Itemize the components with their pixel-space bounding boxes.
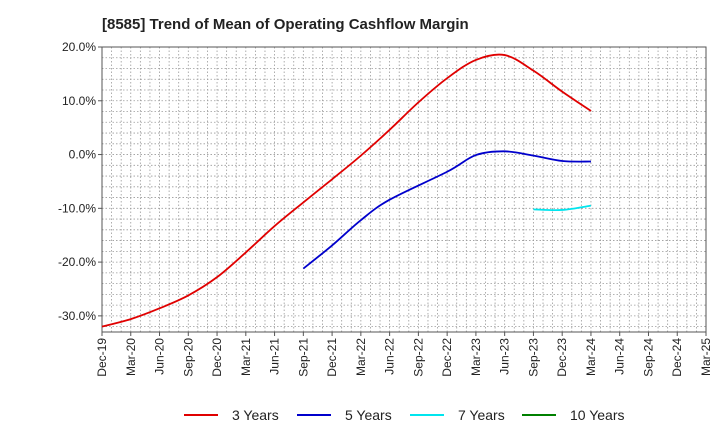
x-tick-label: Jun-23 [498,338,512,375]
y-tick-label: -30.0% [58,309,96,323]
x-tick-label: Dec-21 [325,338,339,377]
x-tick-label: Sep-20 [181,338,195,377]
x-tick-label: Jun-21 [268,338,282,375]
axis-layer [98,46,707,336]
y-tick-label: -20.0% [58,255,96,269]
x-tick-label: Mar-23 [469,338,483,376]
legend-label-3-years: 3 Years [232,407,279,423]
x-tick-label: Dec-23 [555,338,569,377]
legend-swatch-7-years [410,414,444,416]
series-line-7-years [533,204,592,212]
chart-title: [8585] Trend of Mean of Operating Cashfl… [102,16,469,33]
legend-swatch-3-years [184,414,218,416]
series-line-3-years [101,53,592,328]
legend: 3 Years 5 Years 7 Years 10 Years [0,404,720,426]
y-tick-label: 0.0% [69,148,97,162]
x-tick-label: Mar-24 [584,338,598,376]
x-tick-label: Jun-22 [383,338,397,375]
x-tick-label: Dec-19 [95,338,109,377]
x-tick-label: Jun-20 [153,338,167,375]
x-tick-label: Sep-23 [526,338,540,377]
legend-label-7-years: 7 Years [458,407,505,423]
x-tick-label: Dec-24 [670,338,684,377]
x-tick-label: Dec-22 [440,338,454,377]
x-tick-label: Sep-21 [296,338,310,377]
legend-swatch-5-years [297,414,331,416]
series-line-5-years [302,150,591,270]
plot-border [101,46,707,333]
legend-item-7-years: 7 Years [410,404,505,426]
label-layer: 20.0% 10.0% 0.0% -10.0% -20.0% -30.0% Dec-19 Ma… [58,40,713,377]
legend-item-3-years: 3 Years [184,404,279,426]
legend-swatch-10-years [522,414,556,416]
x-tick-label: Mar-22 [354,338,368,376]
legend-label-5-years: 5 Years [345,407,392,423]
legend-item-10-years: 10 Years [522,404,625,426]
x-tick-label: Sep-24 [641,338,655,377]
legend-item-5-years: 5 Years [297,404,392,426]
series-layer [101,53,592,328]
x-tick-label: Jun-24 [613,338,627,375]
x-tick-label: Dec-20 [210,338,224,377]
grid-layer [101,46,707,332]
x-tick-label: Mar-25 [699,338,713,376]
x-tick-label: Sep-22 [411,338,425,377]
y-tick-label: 20.0% [62,40,96,54]
legend-label-10-years: 10 Years [570,407,625,423]
y-tick-label: 10.0% [62,94,96,108]
y-tick-label: -10.0% [58,201,96,215]
x-tick-label: Mar-21 [239,338,253,376]
x-tick-label: Mar-20 [124,338,138,376]
